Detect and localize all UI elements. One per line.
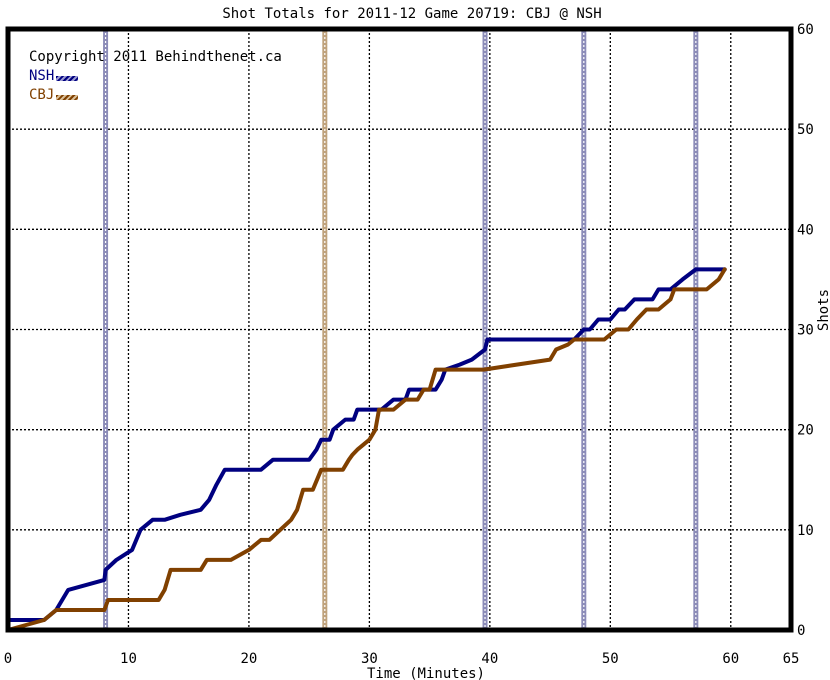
- legend-item-nsh: NSH: [29, 67, 282, 86]
- legend-label-nsh: NSH: [29, 68, 55, 84]
- y-tick-label: 0: [797, 623, 805, 639]
- goal-markers: [103, 29, 699, 630]
- plot-border: [5, 26, 794, 633]
- y-tick-label: 40: [797, 222, 814, 238]
- grid-lines: [8, 29, 791, 630]
- x-tick-label: 40: [481, 651, 498, 667]
- series-line-nsh: [6, 267, 727, 622]
- legend-swatch-cbj: [56, 94, 79, 100]
- y-tick-label: 50: [797, 122, 814, 138]
- legend-swatch-nsh: [56, 75, 79, 81]
- series-lines: [6, 267, 727, 632]
- copyright-text: Copyright 2011 Behindthenet.ca: [29, 49, 282, 65]
- x-axis-label: Time (Minutes): [367, 666, 485, 680]
- chart-title: Shot Totals for 2011-12 Game 20719: CBJ …: [222, 6, 601, 22]
- x-tick-label: 65: [783, 651, 800, 667]
- x-tick-label: 60: [722, 651, 739, 667]
- x-tick-label: 10: [120, 651, 137, 667]
- legend-label-cbj: CBJ: [29, 87, 55, 103]
- x-tick-label: 50: [602, 651, 619, 667]
- series-line-cbj: [6, 267, 727, 632]
- legend-item-cbj: CBJ: [29, 86, 282, 105]
- y-axis-ticks: 0 10 20 30 40 50 60: [797, 22, 814, 639]
- x-tick-label: 20: [240, 651, 257, 667]
- y-tick-label: 20: [797, 423, 814, 439]
- x-tick-label: 0: [4, 651, 12, 667]
- y-tick-label: 10: [797, 523, 814, 539]
- x-axis-ticks: 0 10 20 30 40 50 60 65: [4, 651, 800, 667]
- x-tick-label: 30: [361, 651, 378, 667]
- chart-legend: Copyright 2011 Behindthenet.ca NSH CBJ: [29, 48, 282, 105]
- y-tick-label: 30: [797, 323, 814, 339]
- y-tick-label: 60: [797, 22, 814, 38]
- y-axis-label: Shots: [816, 289, 830, 331]
